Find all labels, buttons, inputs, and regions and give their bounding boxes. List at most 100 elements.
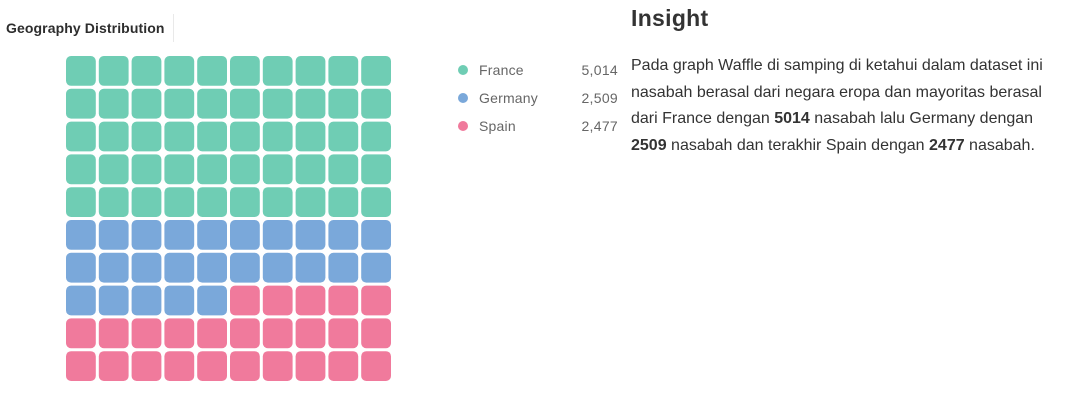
waffle-cell-spain xyxy=(164,351,195,381)
waffle-cell-france xyxy=(262,154,293,185)
waffle-cell-germany xyxy=(295,220,326,250)
waffle-cell-france xyxy=(197,88,227,119)
waffle-cell-spain xyxy=(197,351,227,381)
waffle-cell-france xyxy=(197,56,227,86)
waffle-cell-france xyxy=(361,88,391,119)
legend-item-spain[interactable]: Spain 2,477 xyxy=(458,112,618,140)
waffle-cell-germany xyxy=(361,220,391,250)
waffle-cell-france xyxy=(262,187,293,217)
waffle-cell-france xyxy=(66,187,96,217)
chart-legend: France 5,014 Germany 2,509 Spain 2,477 xyxy=(458,56,618,140)
waffle-cell-france xyxy=(98,121,129,152)
insight-panel: Insight Pada graph Waffle di samping di … xyxy=(631,2,1071,159)
waffle-cell-spain xyxy=(262,351,293,381)
waffle-cell-spain xyxy=(98,351,129,381)
waffle-cell-france xyxy=(295,56,326,86)
waffle-cell-germany xyxy=(164,220,195,250)
waffle-cell-france xyxy=(230,56,260,86)
legend-label: Germany xyxy=(479,90,538,106)
insight-highlight-number: 2509 xyxy=(631,136,667,154)
waffle-cell-spain xyxy=(295,285,326,316)
waffle-cell-france xyxy=(131,56,162,86)
waffle-cell-france xyxy=(361,121,391,152)
waffle-cell-germany xyxy=(262,252,293,283)
insight-text-segment: Pada graph Waffle di samping di ketahui … xyxy=(631,57,1043,127)
waffle-cell-france xyxy=(328,56,359,86)
waffle-cell-france xyxy=(328,154,359,185)
legend-item-germany[interactable]: Germany 2,509 xyxy=(458,84,618,112)
waffle-cell-france xyxy=(230,154,260,185)
insight-highlight-number: 2477 xyxy=(929,136,965,154)
waffle-cell-france xyxy=(131,187,162,217)
waffle-cell-france xyxy=(164,121,195,152)
waffle-cell-spain xyxy=(197,318,227,349)
waffle-cell-france xyxy=(66,154,96,185)
waffle-cell-france xyxy=(262,56,293,86)
waffle-cell-france xyxy=(66,56,96,86)
insight-text: Pada graph Waffle di samping di ketahui … xyxy=(631,53,1071,159)
waffle-cell-spain xyxy=(295,351,326,381)
waffle-cell-germany xyxy=(197,285,227,316)
legend-label: Spain xyxy=(479,118,516,134)
waffle-cell-france xyxy=(164,187,195,217)
waffle-cell-france xyxy=(230,187,260,217)
waffle-cell-france xyxy=(66,121,96,152)
waffle-cell-spain xyxy=(328,318,359,349)
waffle-cell-spain xyxy=(131,351,162,381)
chart-header: Geography Distribution xyxy=(0,14,174,42)
waffle-cell-spain xyxy=(230,318,260,349)
waffle-cell-spain xyxy=(328,351,359,381)
waffle-cell-spain xyxy=(131,318,162,349)
waffle-cell-france xyxy=(98,56,129,86)
waffle-cell-spain xyxy=(66,318,96,349)
waffle-cell-france xyxy=(197,187,227,217)
waffle-cell-spain xyxy=(361,351,391,381)
waffle-cell-france xyxy=(230,121,260,152)
legend-value: 5,014 xyxy=(581,62,618,78)
waffle-cell-france xyxy=(295,187,326,217)
waffle-cell-france xyxy=(164,88,195,119)
waffle-cell-france xyxy=(328,121,359,152)
chart-title: Geography Distribution xyxy=(6,20,165,36)
waffle-cell-spain xyxy=(230,285,260,316)
waffle-cell-germany xyxy=(197,220,227,250)
waffle-cell-france xyxy=(295,154,326,185)
waffle-cell-germany xyxy=(131,252,162,283)
waffle-cell-spain xyxy=(98,318,129,349)
waffle-cell-germany xyxy=(164,285,195,316)
waffle-cell-france xyxy=(328,187,359,217)
waffle-cell-france xyxy=(164,56,195,86)
waffle-cell-spain xyxy=(262,318,293,349)
waffle-cell-france xyxy=(361,187,391,217)
waffle-cell-germany xyxy=(98,285,129,316)
waffle-cell-germany xyxy=(98,220,129,250)
waffle-cell-germany xyxy=(328,252,359,283)
insight-highlight-number: 5014 xyxy=(774,110,810,127)
waffle-cell-germany xyxy=(131,220,162,250)
waffle-cell-france xyxy=(164,154,195,185)
waffle-cell-france xyxy=(131,154,162,185)
waffle-cell-germany xyxy=(230,220,260,250)
waffle-cell-spain xyxy=(230,351,260,381)
waffle-cell-france xyxy=(131,88,162,119)
waffle-cell-spain xyxy=(361,285,391,316)
waffle-cell-france xyxy=(262,88,293,119)
legend-value: 2,477 xyxy=(581,118,618,134)
waffle-cell-france xyxy=(295,88,326,119)
waffle-cell-germany xyxy=(197,252,227,283)
waffle-cell-france xyxy=(328,88,359,119)
waffle-cell-france xyxy=(230,88,260,119)
waffle-cell-germany xyxy=(295,252,326,283)
waffle-cell-germany xyxy=(262,220,293,250)
legend-value: 2,509 xyxy=(581,90,618,106)
waffle-cell-france xyxy=(361,56,391,86)
insight-title: Insight xyxy=(631,5,709,31)
waffle-cell-france xyxy=(361,154,391,185)
waffle-cell-spain xyxy=(66,351,96,381)
insight-text-segment: nasabah lalu Germany dengan xyxy=(809,110,1034,127)
waffle-cell-spain xyxy=(262,285,293,316)
waffle-cell-germany xyxy=(66,252,96,283)
waffle-cell-germany xyxy=(131,285,162,316)
waffle-cell-france xyxy=(262,121,293,152)
legend-item-france[interactable]: France 5,014 xyxy=(458,56,618,84)
